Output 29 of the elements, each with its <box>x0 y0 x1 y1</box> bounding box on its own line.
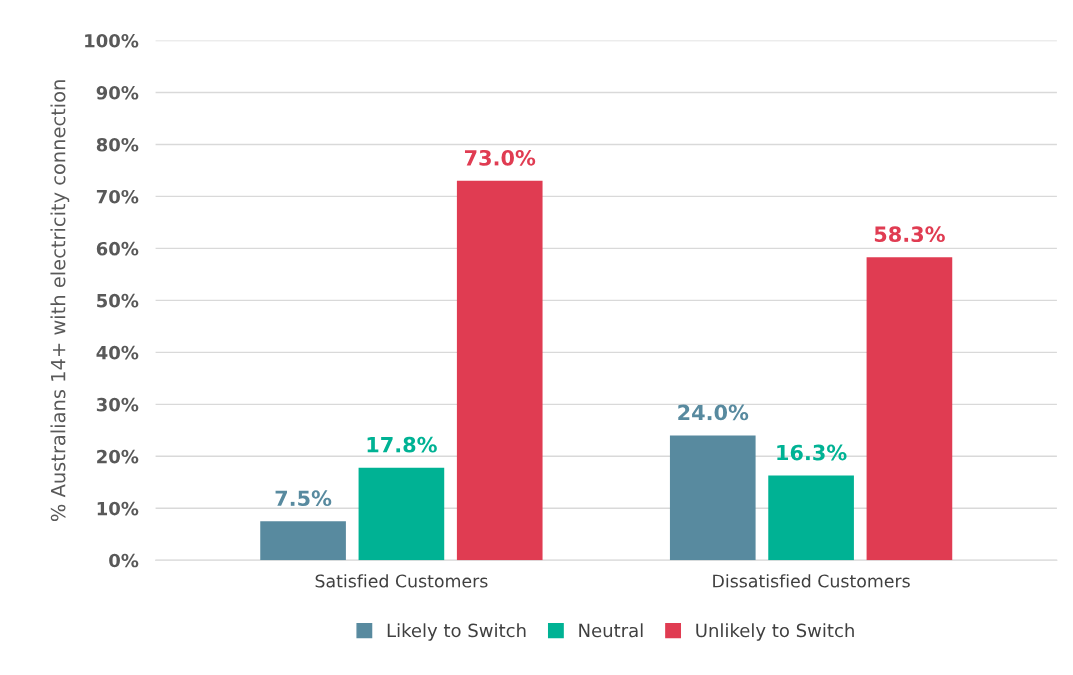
x-tick-label: Dissatisfied Customers <box>713 574 910 588</box>
y-tick-label: 20% <box>97 449 139 464</box>
y-tick-label: 30% <box>96 397 139 412</box>
y-tick-label: 50% <box>97 293 139 308</box>
bar <box>866 257 953 561</box>
x-tick-label: Satisfied Customers <box>315 574 488 588</box>
y-axis-title: % Australians 14+ with electricity connection <box>50 80 70 522</box>
bar <box>358 467 445 561</box>
data-label: 16.3% <box>777 444 847 461</box>
y-tick-label: 90% <box>96 85 139 100</box>
y-tick-label: 0% <box>109 553 139 568</box>
y-tick-label: 10% <box>97 501 139 516</box>
data-label: 73.0% <box>464 149 536 166</box>
data-label: 17.8% <box>367 436 437 453</box>
y-tick-label: 40% <box>96 345 139 360</box>
bar <box>669 435 756 561</box>
y-tick-label: 100% <box>85 33 139 48</box>
bar <box>260 521 346 561</box>
bar <box>768 475 854 561</box>
y-tick-label: 80% <box>96 137 139 152</box>
data-label: 24.0% <box>678 404 749 421</box>
y-tick-label: 70% <box>96 189 139 204</box>
data-label: 7.5% <box>275 490 332 507</box>
y-tick-label: 60% <box>96 241 139 256</box>
legend-label: Likely to Switch <box>387 623 526 641</box>
legend-label: Neutral <box>579 623 643 638</box>
legend-label: Unlikely to Switch <box>696 623 854 641</box>
data-label: 58.3% <box>874 226 945 243</box>
bar <box>456 180 543 561</box>
